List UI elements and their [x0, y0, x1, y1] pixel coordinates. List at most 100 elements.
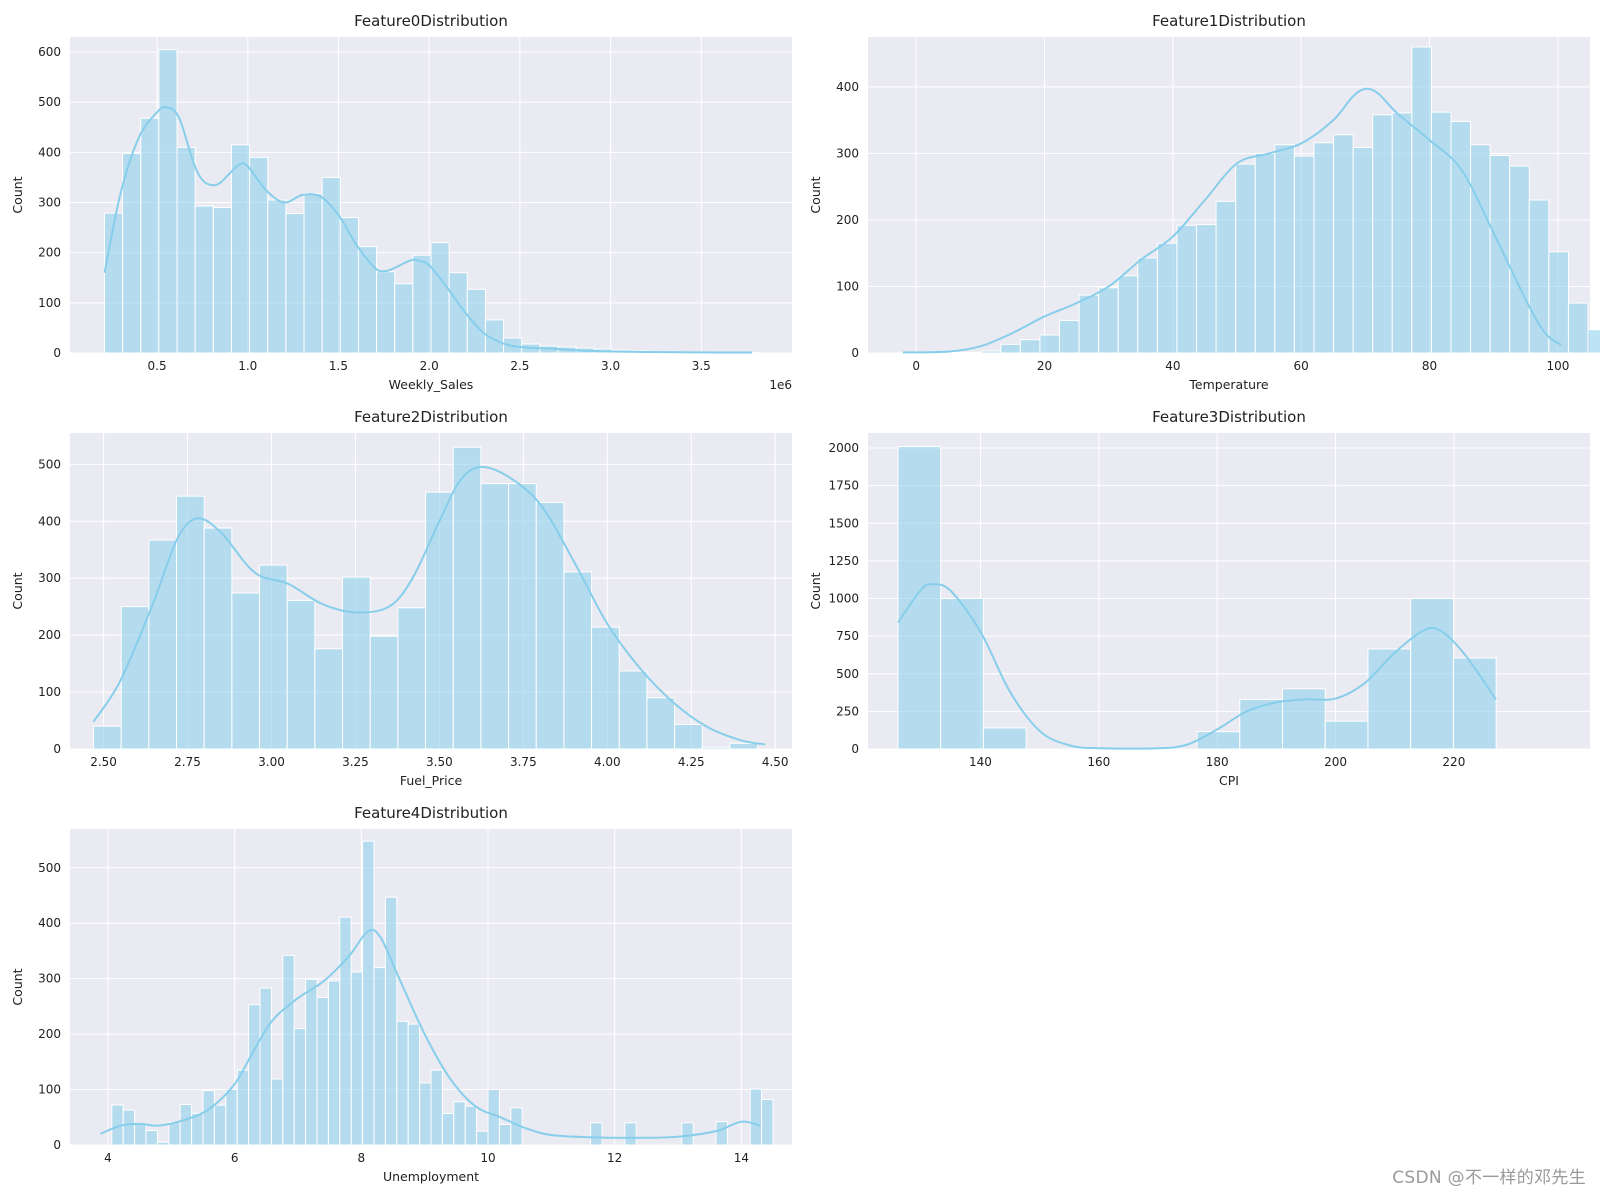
y-tick-label: 400	[38, 916, 61, 930]
kde-line	[897, 583, 1497, 750]
histogram-bar	[453, 1101, 466, 1146]
histogram-bar	[563, 571, 593, 750]
histogram-bar	[231, 592, 261, 750]
x-tick-label: 3.75	[510, 755, 537, 769]
histogram-bar	[1019, 339, 1041, 354]
histogram-bar	[1156, 242, 1178, 354]
y-tick-label: 1750	[828, 479, 859, 493]
histogram-bar	[230, 144, 251, 354]
x-offset-label: 1e6	[769, 378, 792, 392]
histogram-bar	[194, 205, 214, 354]
x-tick-label: 180	[1206, 755, 1229, 769]
y-tick-label: 0	[53, 1138, 61, 1152]
x-tick-label: 0.5	[148, 359, 167, 373]
histogram-bar	[1410, 598, 1454, 750]
histogram-bar	[407, 1023, 421, 1146]
x-tick-label: 2.5	[510, 359, 529, 373]
histogram-bar	[591, 626, 620, 750]
histogram-bar	[646, 697, 676, 750]
histogram-bar	[476, 1130, 489, 1146]
histogram-bar	[1098, 287, 1119, 354]
histogram-bar	[236, 1069, 250, 1146]
histogram-bar	[176, 495, 205, 750]
histogram-bar	[373, 967, 386, 1146]
histogram-bar	[369, 635, 399, 750]
x-tick-label: 4	[104, 1151, 112, 1165]
histogram-bar	[1196, 224, 1217, 354]
histogram-bar	[357, 246, 378, 354]
x-tick-label: 60	[1294, 359, 1309, 373]
subplot-2: 2.50 2.75 3.00 3.25 3.50 3.75 4.00 4.25 4.50 0 100…	[10, 408, 792, 788]
x-tick-label: 2.50	[90, 755, 117, 769]
histogram-bar	[376, 271, 396, 354]
y-axis-label: Count	[10, 176, 25, 213]
histogram-bar	[213, 1104, 227, 1146]
watermark: CSDN @不一样的邓先生	[1392, 1168, 1586, 1188]
histogram-bar	[1281, 688, 1326, 750]
y-tick-label: 300	[38, 571, 61, 585]
y-tick-label: 100	[38, 1083, 61, 1097]
histogram-bar	[1254, 152, 1276, 354]
histogram-bar	[961, 351, 982, 354]
chart-title: Feature2Distribution	[354, 408, 508, 426]
histogram-bar	[321, 176, 341, 354]
histogram-bar	[1176, 224, 1198, 354]
histogram-bar	[293, 1028, 307, 1146]
histogram-bar	[145, 1130, 158, 1146]
kde-line	[100, 928, 761, 1139]
histogram-bar	[285, 213, 305, 354]
y-tick-label: 300	[836, 146, 859, 160]
histogram-bar	[425, 491, 454, 750]
kde-line	[103, 105, 753, 354]
histogram-bar	[466, 288, 486, 354]
histogram-bar	[1333, 134, 1354, 354]
histogram-bar	[419, 1082, 432, 1146]
kde-line	[92, 466, 766, 746]
histogram-bar	[452, 446, 482, 750]
histogram-bar	[342, 576, 371, 750]
histogram-bar	[441, 1112, 455, 1146]
histogram-bar	[618, 670, 648, 750]
histogram-bar	[394, 283, 414, 354]
x-tick-label: 40	[1165, 359, 1180, 373]
histogram-bar	[168, 1121, 181, 1146]
y-tick-label: 200	[38, 1027, 61, 1041]
histogram-bar	[122, 152, 142, 354]
subplot-0: 0.5 1.0 1.5 2.0 2.5 3.0 3.5 0 100 200 300 400 500 600…	[10, 12, 792, 392]
subplot-4: 4 6 8 10 12 14 0 100 200 300 400 500 Feature4Distrib…	[10, 804, 792, 1184]
histogram-bar	[1239, 698, 1283, 750]
histogram-bar	[176, 146, 196, 354]
histogram-bar	[1587, 329, 1600, 354]
y-tick-label: 100	[38, 296, 61, 310]
histogram-bar	[1411, 46, 1432, 354]
kde-line	[902, 87, 1562, 354]
histogram-bar	[314, 648, 344, 750]
y-tick-label: 400	[836, 80, 859, 94]
histogram-bar	[624, 1122, 637, 1146]
x-tick-label: 4.00	[594, 755, 621, 769]
histogram-bar	[350, 971, 364, 1146]
histogram-bar	[1196, 731, 1241, 750]
histogram-bar	[1372, 114, 1393, 354]
histogram-bar	[681, 1122, 694, 1146]
x-tick-label: 80	[1422, 359, 1437, 373]
y-tick-label: 300	[38, 196, 61, 210]
histogram-bar	[940, 598, 984, 750]
histogram-bar	[982, 727, 1027, 750]
histogram-bar	[464, 1105, 478, 1146]
histogram-bar	[729, 742, 759, 750]
histogram-bar	[158, 49, 178, 354]
histogram-bar	[761, 1099, 774, 1146]
y-tick-label: 500	[836, 667, 859, 681]
y-tick-label: 0	[851, 346, 859, 360]
x-tick-label: 1.0	[238, 359, 257, 373]
histogram-bar	[249, 156, 269, 354]
histogram-bar	[1324, 720, 1369, 750]
x-tick-label: 0	[912, 359, 920, 373]
y-tick-label: 250	[836, 704, 859, 718]
histogram-bar	[259, 564, 288, 750]
histogram-bar	[93, 725, 122, 750]
histogram-bar	[148, 539, 178, 750]
y-axis-label: Count	[10, 572, 25, 609]
histogram-bar	[1137, 257, 1158, 354]
